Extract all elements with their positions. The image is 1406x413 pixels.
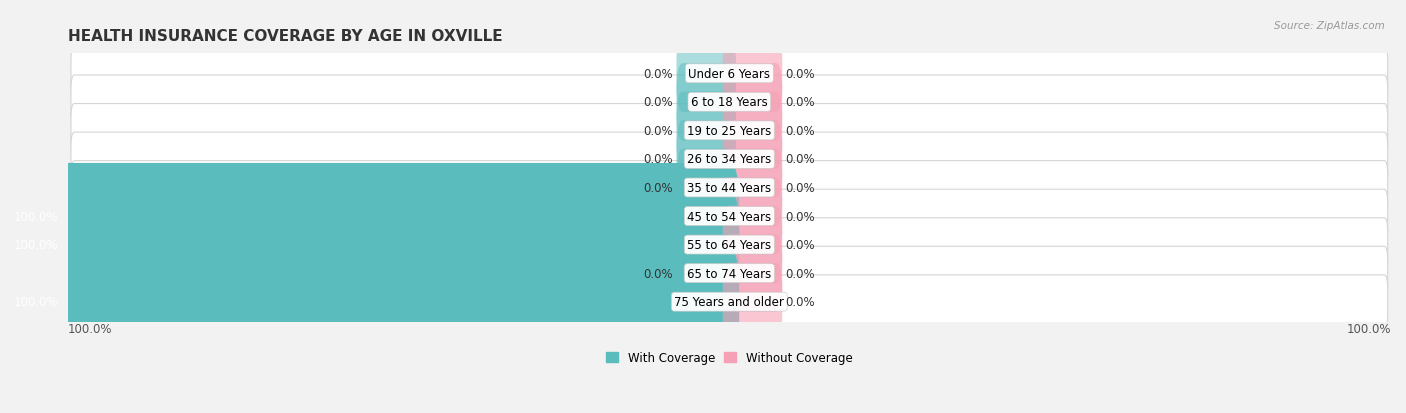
Text: 19 to 25 Years: 19 to 25 Years bbox=[688, 125, 772, 138]
FancyBboxPatch shape bbox=[70, 218, 1388, 272]
Text: 100.0%: 100.0% bbox=[1347, 323, 1391, 335]
Text: 35 to 44 Years: 35 to 44 Years bbox=[688, 182, 772, 195]
FancyBboxPatch shape bbox=[676, 149, 735, 227]
Text: 0.0%: 0.0% bbox=[644, 267, 673, 280]
Text: 65 to 74 Years: 65 to 74 Years bbox=[688, 267, 772, 280]
FancyBboxPatch shape bbox=[723, 206, 782, 284]
Text: 45 to 54 Years: 45 to 54 Years bbox=[688, 210, 772, 223]
Text: 26 to 34 Years: 26 to 34 Years bbox=[688, 153, 772, 166]
Text: 0.0%: 0.0% bbox=[786, 96, 815, 109]
FancyBboxPatch shape bbox=[70, 247, 1388, 300]
Text: 0.0%: 0.0% bbox=[644, 125, 673, 138]
Text: Under 6 Years: Under 6 Years bbox=[689, 68, 770, 81]
Text: 0.0%: 0.0% bbox=[786, 68, 815, 81]
Text: 55 to 64 Years: 55 to 64 Years bbox=[688, 239, 772, 252]
FancyBboxPatch shape bbox=[723, 235, 782, 312]
FancyBboxPatch shape bbox=[58, 192, 740, 298]
Text: 100.0%: 100.0% bbox=[13, 295, 58, 309]
Text: HEALTH INSURANCE COVERAGE BY AGE IN OXVILLE: HEALTH INSURANCE COVERAGE BY AGE IN OXVI… bbox=[67, 29, 502, 44]
FancyBboxPatch shape bbox=[70, 47, 1388, 101]
FancyBboxPatch shape bbox=[676, 36, 735, 113]
FancyBboxPatch shape bbox=[70, 104, 1388, 158]
FancyBboxPatch shape bbox=[70, 275, 1388, 329]
Text: 0.0%: 0.0% bbox=[786, 267, 815, 280]
FancyBboxPatch shape bbox=[70, 76, 1388, 129]
Text: 75 Years and older: 75 Years and older bbox=[675, 295, 785, 309]
FancyBboxPatch shape bbox=[723, 36, 782, 113]
FancyBboxPatch shape bbox=[723, 149, 782, 227]
Text: Source: ZipAtlas.com: Source: ZipAtlas.com bbox=[1274, 21, 1385, 31]
FancyBboxPatch shape bbox=[676, 235, 735, 312]
FancyBboxPatch shape bbox=[70, 190, 1388, 243]
Text: 0.0%: 0.0% bbox=[644, 96, 673, 109]
Text: 0.0%: 0.0% bbox=[644, 182, 673, 195]
Text: 0.0%: 0.0% bbox=[786, 125, 815, 138]
FancyBboxPatch shape bbox=[723, 93, 782, 170]
FancyBboxPatch shape bbox=[723, 178, 782, 255]
Text: 0.0%: 0.0% bbox=[786, 210, 815, 223]
Text: 6 to 18 Years: 6 to 18 Years bbox=[690, 96, 768, 109]
FancyBboxPatch shape bbox=[723, 263, 782, 341]
Text: 0.0%: 0.0% bbox=[786, 153, 815, 166]
Legend: With Coverage, Without Coverage: With Coverage, Without Coverage bbox=[606, 351, 852, 364]
FancyBboxPatch shape bbox=[676, 64, 735, 141]
FancyBboxPatch shape bbox=[70, 161, 1388, 215]
Text: 100.0%: 100.0% bbox=[67, 323, 112, 335]
Text: 0.0%: 0.0% bbox=[786, 182, 815, 195]
FancyBboxPatch shape bbox=[676, 93, 735, 170]
FancyBboxPatch shape bbox=[723, 64, 782, 141]
FancyBboxPatch shape bbox=[723, 121, 782, 198]
Text: 0.0%: 0.0% bbox=[786, 239, 815, 252]
FancyBboxPatch shape bbox=[58, 249, 740, 355]
Text: 100.0%: 100.0% bbox=[13, 210, 58, 223]
Text: 0.0%: 0.0% bbox=[786, 295, 815, 309]
FancyBboxPatch shape bbox=[70, 133, 1388, 186]
FancyBboxPatch shape bbox=[676, 121, 735, 198]
Text: 100.0%: 100.0% bbox=[13, 239, 58, 252]
Text: 0.0%: 0.0% bbox=[644, 68, 673, 81]
Text: 0.0%: 0.0% bbox=[644, 153, 673, 166]
FancyBboxPatch shape bbox=[58, 164, 740, 270]
